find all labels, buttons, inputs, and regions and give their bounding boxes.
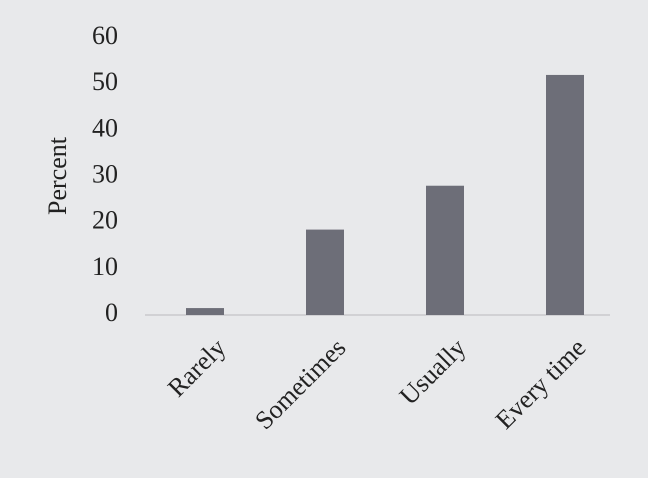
y-tick-label: 20 — [92, 206, 118, 235]
y-axis-label: Percent — [43, 136, 72, 215]
bar — [186, 308, 224, 315]
bar — [306, 229, 344, 315]
y-tick-label: 0 — [105, 298, 118, 327]
bar — [426, 185, 464, 315]
y-tick-label: 40 — [92, 113, 118, 142]
bar — [546, 74, 584, 315]
y-tick-label: 60 — [92, 21, 118, 50]
y-tick-label: 10 — [92, 252, 118, 281]
y-tick-label: 30 — [92, 159, 118, 188]
y-tick-label: 50 — [92, 67, 118, 96]
